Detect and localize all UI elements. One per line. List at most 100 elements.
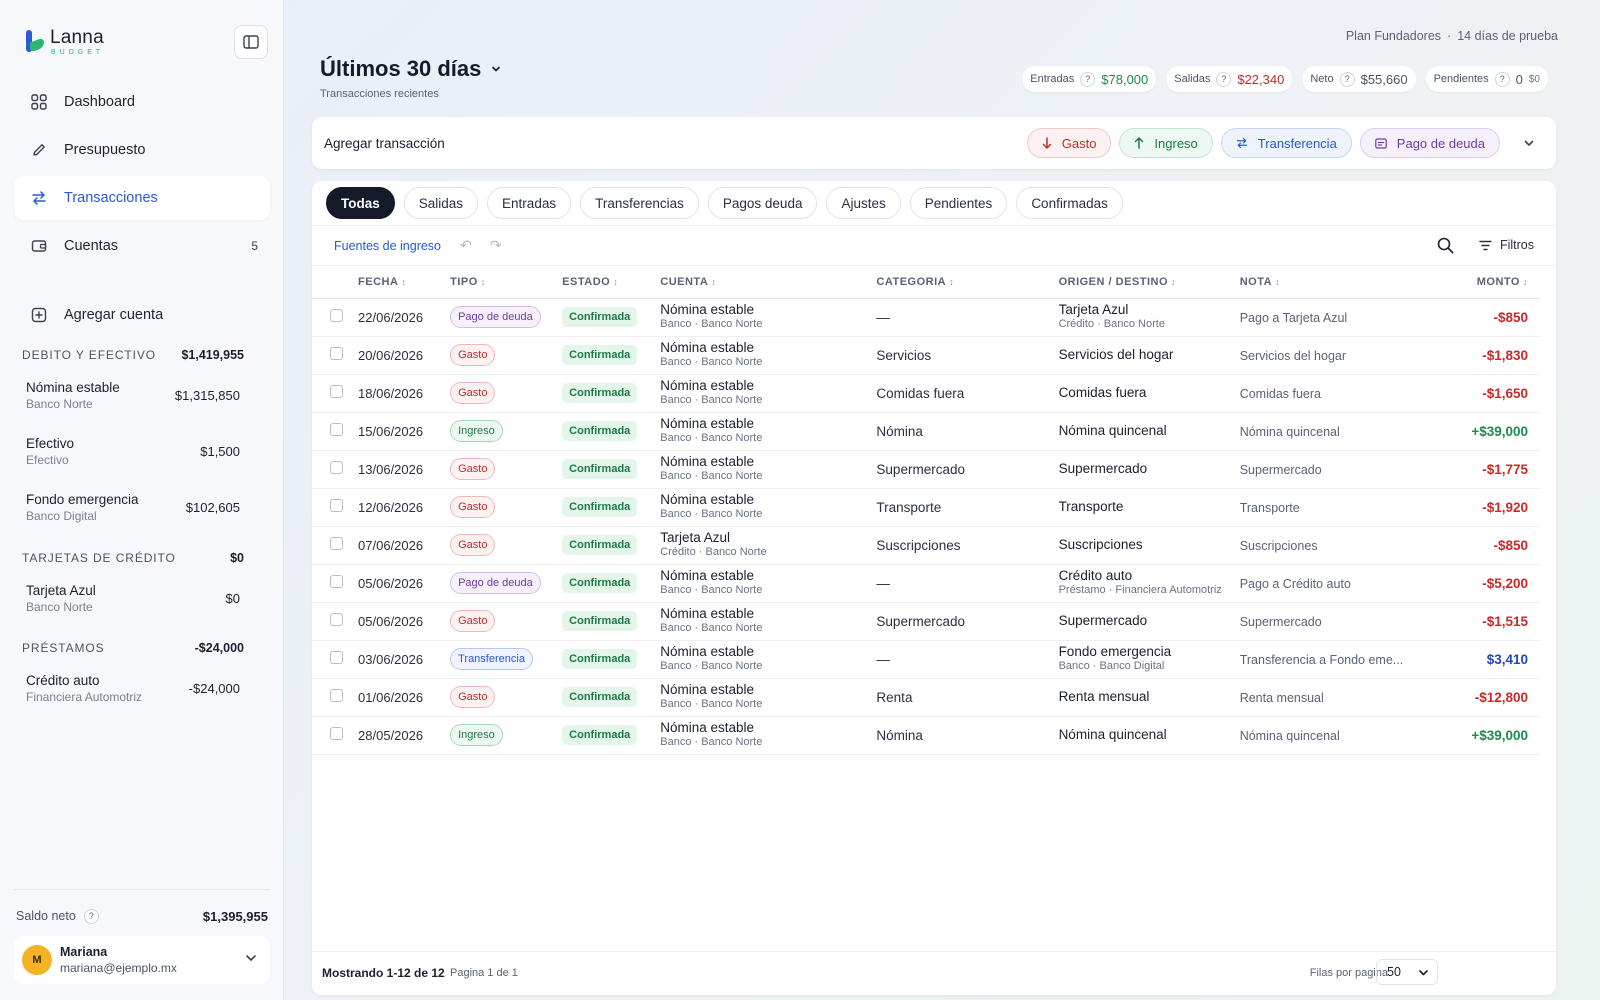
table-row[interactable]: 07/06/2026 Gasto Confirmada Tarjeta Azul Cré… xyxy=(312,526,1540,565)
column-header-origen[interactable]: ORIGEN / DESTINO ↕ xyxy=(1058,266,1240,299)
chevron-down-icon xyxy=(1524,140,1534,146)
row-checkbox[interactable] xyxy=(330,651,343,664)
help-icon[interactable]: ? xyxy=(83,908,99,924)
tab-confirmadas[interactable]: Confirmadas xyxy=(1016,187,1123,219)
type-badge: Transferencia xyxy=(450,648,533,670)
table-row[interactable]: 20/06/2026 Gasto Confirmada Nómina estable B… xyxy=(312,336,1540,375)
row-checkbox[interactable] xyxy=(330,347,343,360)
row-checkbox[interactable] xyxy=(330,499,343,512)
group-title: TARJETAS DE CRÉDITO xyxy=(22,551,176,565)
table-header-row: FECHA ↕ TIPO ↕ ESTADO ↕ CUENTA ↕ CATEGORIA ↕ … xyxy=(312,266,1540,299)
row-date: 13/06/2026 xyxy=(358,461,424,477)
table-row[interactable]: 05/06/2026 Pago de deuda Confirmada Nómina … xyxy=(312,564,1540,603)
period-selector[interactable]: Últimos 30 días xyxy=(320,56,501,82)
page-info: Pagina 1 de 1 xyxy=(450,967,518,979)
rows-per-page-select[interactable]: 50 xyxy=(1376,959,1438,985)
add-pago-deuda-button[interactable]: Pago de deuda xyxy=(1359,128,1500,158)
row-checkbox[interactable] xyxy=(330,309,343,322)
table-row[interactable]: 15/06/2026 Ingreso Confirmada Nómina establ… xyxy=(312,412,1540,451)
group-title: DEBITO Y EFECTIVO xyxy=(22,348,156,362)
nav-label: Transacciones xyxy=(64,190,158,206)
row-origin: Comidas fuera xyxy=(1058,384,1147,400)
table-row[interactable]: 12/06/2026 Gasto Confirmada Nómina estable B… xyxy=(312,488,1540,527)
help-icon[interactable]: ? xyxy=(1494,71,1510,87)
row-checkbox[interactable] xyxy=(330,689,343,702)
lanna-logo-icon xyxy=(24,28,46,53)
button-label: Gasto xyxy=(1061,135,1097,151)
status-badge: Confirmada xyxy=(562,345,638,365)
row-account-sub: Banco · Banco Norte xyxy=(660,393,763,406)
account-item[interactable]: Crédito auto Financiera Automotriz -$24,0… xyxy=(22,670,244,706)
tab-pendientes[interactable]: Pendientes xyxy=(909,187,1008,219)
add-transferencia-button[interactable]: Transferencia xyxy=(1220,128,1352,158)
account-item[interactable]: Tarjeta Azul Banco Norte $0 xyxy=(22,580,244,616)
tab-ajustes[interactable]: Ajustes xyxy=(826,187,901,219)
table-toolbar: Fuentes de ingreso ↶ ↷ Filtros xyxy=(312,226,1556,266)
add-transaction-bar: Agregar transacción Gasto Ingreso Transf… xyxy=(312,117,1556,169)
type-badge: Gasto xyxy=(450,458,496,480)
column-header-categoria[interactable]: CATEGORIA ↕ xyxy=(876,266,1059,299)
net-balance-label: Saldo neto xyxy=(16,909,76,923)
row-note: Supermercado xyxy=(1239,462,1322,477)
tab-salidas[interactable]: Salidas xyxy=(403,187,479,219)
redo-icon[interactable]: ↷ xyxy=(490,237,502,253)
filters-button[interactable]: Filtros xyxy=(1479,238,1534,252)
account-group-debito: DEBITO Y EFECTIVO $1,419,955 Nómina esta… xyxy=(22,345,244,545)
tab-pagos-deuda[interactable]: Pagos deuda xyxy=(707,187,818,219)
sort-icon: ↕ xyxy=(711,276,717,287)
stat-value: $55,660 xyxy=(1360,71,1408,87)
tab-transferencias[interactable]: Transferencias xyxy=(580,187,699,219)
table-row[interactable]: 13/06/2026 Gasto Confirmada Nómina estable B… xyxy=(312,450,1540,489)
nav-item-cuentas[interactable]: Cuentas 5 xyxy=(14,224,270,268)
row-account: Nómina estable xyxy=(660,491,755,507)
grid-icon xyxy=(30,93,48,111)
table-row[interactable]: 01/06/2026 Gasto Confirmada Nómina estable B… xyxy=(312,678,1540,717)
user-email: mariana@ejemplo.mx xyxy=(60,961,177,975)
account-item[interactable]: Fondo emergencia Banco Digital $102,605 xyxy=(22,489,244,525)
column-header-nota[interactable]: NOTA ↕ xyxy=(1239,266,1430,299)
account-item[interactable]: Nómina estable Banco Norte $1,315,850 xyxy=(22,377,244,413)
account-item[interactable]: Efectivo Efectivo $1,500 xyxy=(22,433,244,469)
row-checkbox[interactable] xyxy=(330,727,343,740)
table-row[interactable]: 03/06/2026 Transferencia Confirmada Nómina … xyxy=(312,640,1540,679)
row-checkbox[interactable] xyxy=(330,385,343,398)
expand-add-bar-button[interactable] xyxy=(1514,137,1544,149)
tab-entradas[interactable]: Entradas xyxy=(487,187,572,219)
brand-logo[interactable]: Lanna BUDGET xyxy=(24,28,104,56)
user-menu[interactable]: M Mariana mariana@ejemplo.mx xyxy=(14,936,270,984)
help-icon[interactable]: ? xyxy=(1216,71,1232,87)
nav-item-dashboard[interactable]: Dashboard xyxy=(14,80,270,124)
column-header-monto[interactable]: MONTO ↕ xyxy=(1429,266,1540,299)
undo-icon[interactable]: ↶ xyxy=(460,237,472,253)
nav-label: Agregar cuenta xyxy=(64,307,164,323)
column-header-fecha[interactable]: FECHA ↕ xyxy=(358,266,451,299)
table-row[interactable]: 22/06/2026 Pago de deuda Confirmada Nómina … xyxy=(312,298,1540,337)
search-icon[interactable] xyxy=(1437,237,1454,257)
account-bank: Banco Digital xyxy=(26,508,97,523)
row-date: 12/06/2026 xyxy=(358,499,424,515)
add-gasto-button[interactable]: Gasto xyxy=(1026,128,1112,158)
help-icon[interactable]: ? xyxy=(1080,71,1096,87)
transactions-card: Todas Salidas Entradas Transferencias Pa… xyxy=(312,181,1556,995)
table-row[interactable]: 28/05/2026 Ingreso Confirmada Nómina establ… xyxy=(312,716,1540,755)
column-header-tipo[interactable]: TIPO ↕ xyxy=(450,266,563,299)
row-checkbox[interactable] xyxy=(330,461,343,474)
add-account-button[interactable]: Agregar cuenta xyxy=(14,293,270,337)
row-checkbox[interactable] xyxy=(330,537,343,550)
tab-todas[interactable]: Todas xyxy=(326,187,395,219)
type-badge: Gasto xyxy=(450,686,496,708)
collapse-sidebar-button[interactable] xyxy=(234,25,268,59)
column-header-cuenta[interactable]: CUENTA ↕ xyxy=(660,266,877,299)
nav-item-presupuesto[interactable]: Presupuesto xyxy=(14,128,270,172)
table-row[interactable]: 05/06/2026 Gasto Confirmada Nómina estable B… xyxy=(312,602,1540,641)
nav-item-transacciones[interactable]: Transacciones xyxy=(14,176,270,220)
row-checkbox[interactable] xyxy=(330,575,343,588)
fuentes-ingreso-link[interactable]: Fuentes de ingreso xyxy=(334,239,442,253)
table-row[interactable]: 18/06/2026 Gasto Confirmada Nómina estable B… xyxy=(312,374,1540,413)
help-icon[interactable]: ? xyxy=(1339,71,1355,87)
row-checkbox[interactable] xyxy=(330,613,343,626)
row-amount: -$1,830 xyxy=(1482,347,1528,363)
column-header-estado[interactable]: ESTADO ↕ xyxy=(562,266,661,299)
add-ingreso-button[interactable]: Ingreso xyxy=(1119,128,1213,158)
row-checkbox[interactable] xyxy=(330,423,343,436)
